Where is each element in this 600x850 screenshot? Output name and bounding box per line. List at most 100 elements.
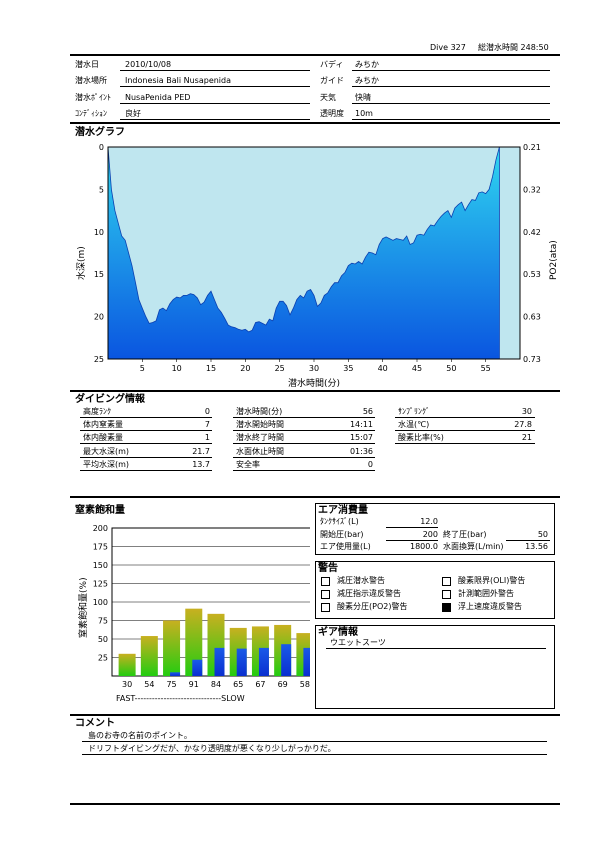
x-tick-label: 15	[206, 364, 216, 373]
diving-info-label: 水面休止時間	[236, 446, 284, 456]
air-tank-value: 12.0	[420, 517, 438, 526]
air-start-value: 200	[422, 530, 438, 539]
nitrogen-chart: 25 50 75 100 125 150 175 200 30 54 75 91 84 65 67 69 58…	[77, 524, 310, 703]
po2-tick-label: 0.32	[523, 185, 541, 194]
graph-title: 潜水グラフ	[75, 127, 125, 138]
info-underline	[352, 86, 550, 87]
warning-label: 計測範囲外警告	[458, 589, 514, 598]
diving-info-underline	[80, 456, 212, 458]
nitrogen-y-tick: 175	[93, 543, 108, 552]
diving-info-label: ｻﾝﾌﾟﾘﾝｸﾞ	[398, 407, 430, 416]
info-label-guide: ガイド	[320, 76, 344, 85]
po2-tick-label: 0.21	[523, 143, 541, 152]
x-tick-label: 25	[275, 364, 285, 373]
nitrogen-y-tick: 100	[93, 598, 108, 607]
dive-number: Dive 327	[430, 43, 466, 52]
info-value-guide: みちか	[355, 76, 379, 85]
diving-info-underline	[395, 430, 535, 432]
air-tank-label: ﾀﾝｸｻｲｽﾞ(L)	[320, 517, 359, 526]
x-tick-label: 35	[343, 364, 353, 373]
diving-info-label: 潜水時間(分)	[236, 407, 283, 416]
gear-underline	[326, 648, 546, 649]
header-rule	[70, 54, 560, 56]
x-tick-label: 40	[378, 364, 388, 373]
diving-info-rule	[70, 390, 560, 392]
depth-tick-label: 25	[94, 355, 104, 364]
depth-area	[107, 146, 500, 360]
x-tick-label: 50	[446, 364, 456, 373]
warning-checkbox	[442, 590, 451, 599]
diving-info-value: 13.7	[192, 459, 210, 469]
nitrogen-bar-current	[192, 659, 203, 676]
diving-info-label: 水温(℃)	[398, 420, 430, 430]
x-tick-label: 55	[481, 364, 491, 373]
info-value-date: 2010/10/08	[125, 60, 172, 69]
po2-tick-label: 0.42	[523, 228, 541, 237]
air-underline	[506, 540, 550, 541]
diving-info-label: 酸素比率(%)	[398, 433, 444, 443]
air-title: エア消費量	[318, 505, 368, 516]
nitrogen-bar-total	[163, 620, 181, 676]
diving-info-underline	[80, 469, 212, 471]
nitrogen-bar-current	[170, 672, 181, 676]
diving-info-label: 潜水終了時間	[236, 433, 284, 443]
air-underline	[386, 527, 438, 528]
warning-label: 浮上速度違反警告	[458, 602, 522, 611]
nitrogen-y-tick: 50	[98, 635, 108, 644]
warning-checkbox	[321, 590, 330, 599]
diving-info-value: 01:36	[349, 446, 373, 456]
nitrogen-bar-current	[281, 644, 292, 676]
x-tick-label: 45	[412, 364, 422, 373]
info-label-place: 潜水場所	[75, 76, 107, 85]
info-label-date: 潜水日	[75, 60, 99, 69]
info-label-weather: 天気	[320, 93, 336, 102]
x-tick-label: 30	[309, 364, 319, 373]
warning-checkbox	[321, 577, 330, 586]
diving-info-title: ダイビング情報	[75, 394, 145, 405]
info-underline	[352, 103, 550, 104]
bottom-rule	[70, 803, 560, 805]
warning-checkbox	[321, 603, 330, 612]
nitrogen-category-label: 30	[122, 680, 132, 689]
po2-tick-label: 0.73	[523, 355, 541, 364]
po2-tick-label: 0.63	[523, 313, 541, 322]
air-surface-value: 13.56	[525, 542, 548, 551]
comment-underline	[82, 741, 547, 742]
depth-tick-label: 20	[94, 313, 104, 322]
nitrogen-bar-current	[236, 648, 247, 676]
po2-tick-label: 0.53	[523, 270, 541, 279]
nitrogen-rule	[70, 496, 560, 498]
nitrogen-bar-current	[258, 647, 269, 676]
warning-label: 酸素分圧(PO2)警告	[337, 602, 408, 611]
x-tick-label: 5	[140, 364, 145, 373]
info-value-buddy: みちか	[355, 60, 379, 69]
info-value-point: NusaPenida PED	[125, 93, 191, 102]
depth-tick-label: 5	[99, 185, 104, 194]
comment-line-2: ドリフトダイビングだが、かなり透明度が悪くなり少しがっかりだ。	[88, 744, 336, 753]
nitrogen-category-label: 65	[233, 680, 243, 689]
diving-info-value: 30	[521, 407, 532, 416]
air-underline	[386, 540, 438, 541]
diving-info-label: 高度ﾗﾝｸ	[83, 407, 111, 416]
info-value-weather: 快晴	[355, 93, 371, 102]
nitrogen-bar-total	[118, 653, 136, 676]
nitrogen-category-label: 69	[278, 680, 288, 689]
info-underline	[120, 119, 310, 120]
info-underline	[120, 70, 310, 71]
info-underline	[352, 119, 550, 120]
diving-info-underline	[80, 430, 212, 432]
nitrogen-category-label: 58	[300, 680, 310, 689]
diving-info-label: 潜水開始時間	[236, 420, 284, 430]
diving-info-underline	[80, 443, 212, 445]
air-used-value: 1800.0	[410, 542, 438, 551]
nitrogen-y-tick: 150	[93, 561, 108, 570]
nitrogen-y-tick: 125	[93, 580, 108, 589]
diving-info-value: 15:07	[349, 433, 373, 443]
diving-info-value: 0	[367, 459, 373, 469]
info-label-buddy: バディ	[320, 60, 344, 69]
diving-info-label: 平均水深(m)	[83, 459, 130, 469]
diving-info-underline	[395, 417, 535, 418]
info-label-point: 潜水ﾎﾟｲﾝﾄ	[75, 93, 111, 102]
comment-rule	[70, 714, 560, 716]
nitrogen-y-tick: 75	[98, 617, 108, 626]
